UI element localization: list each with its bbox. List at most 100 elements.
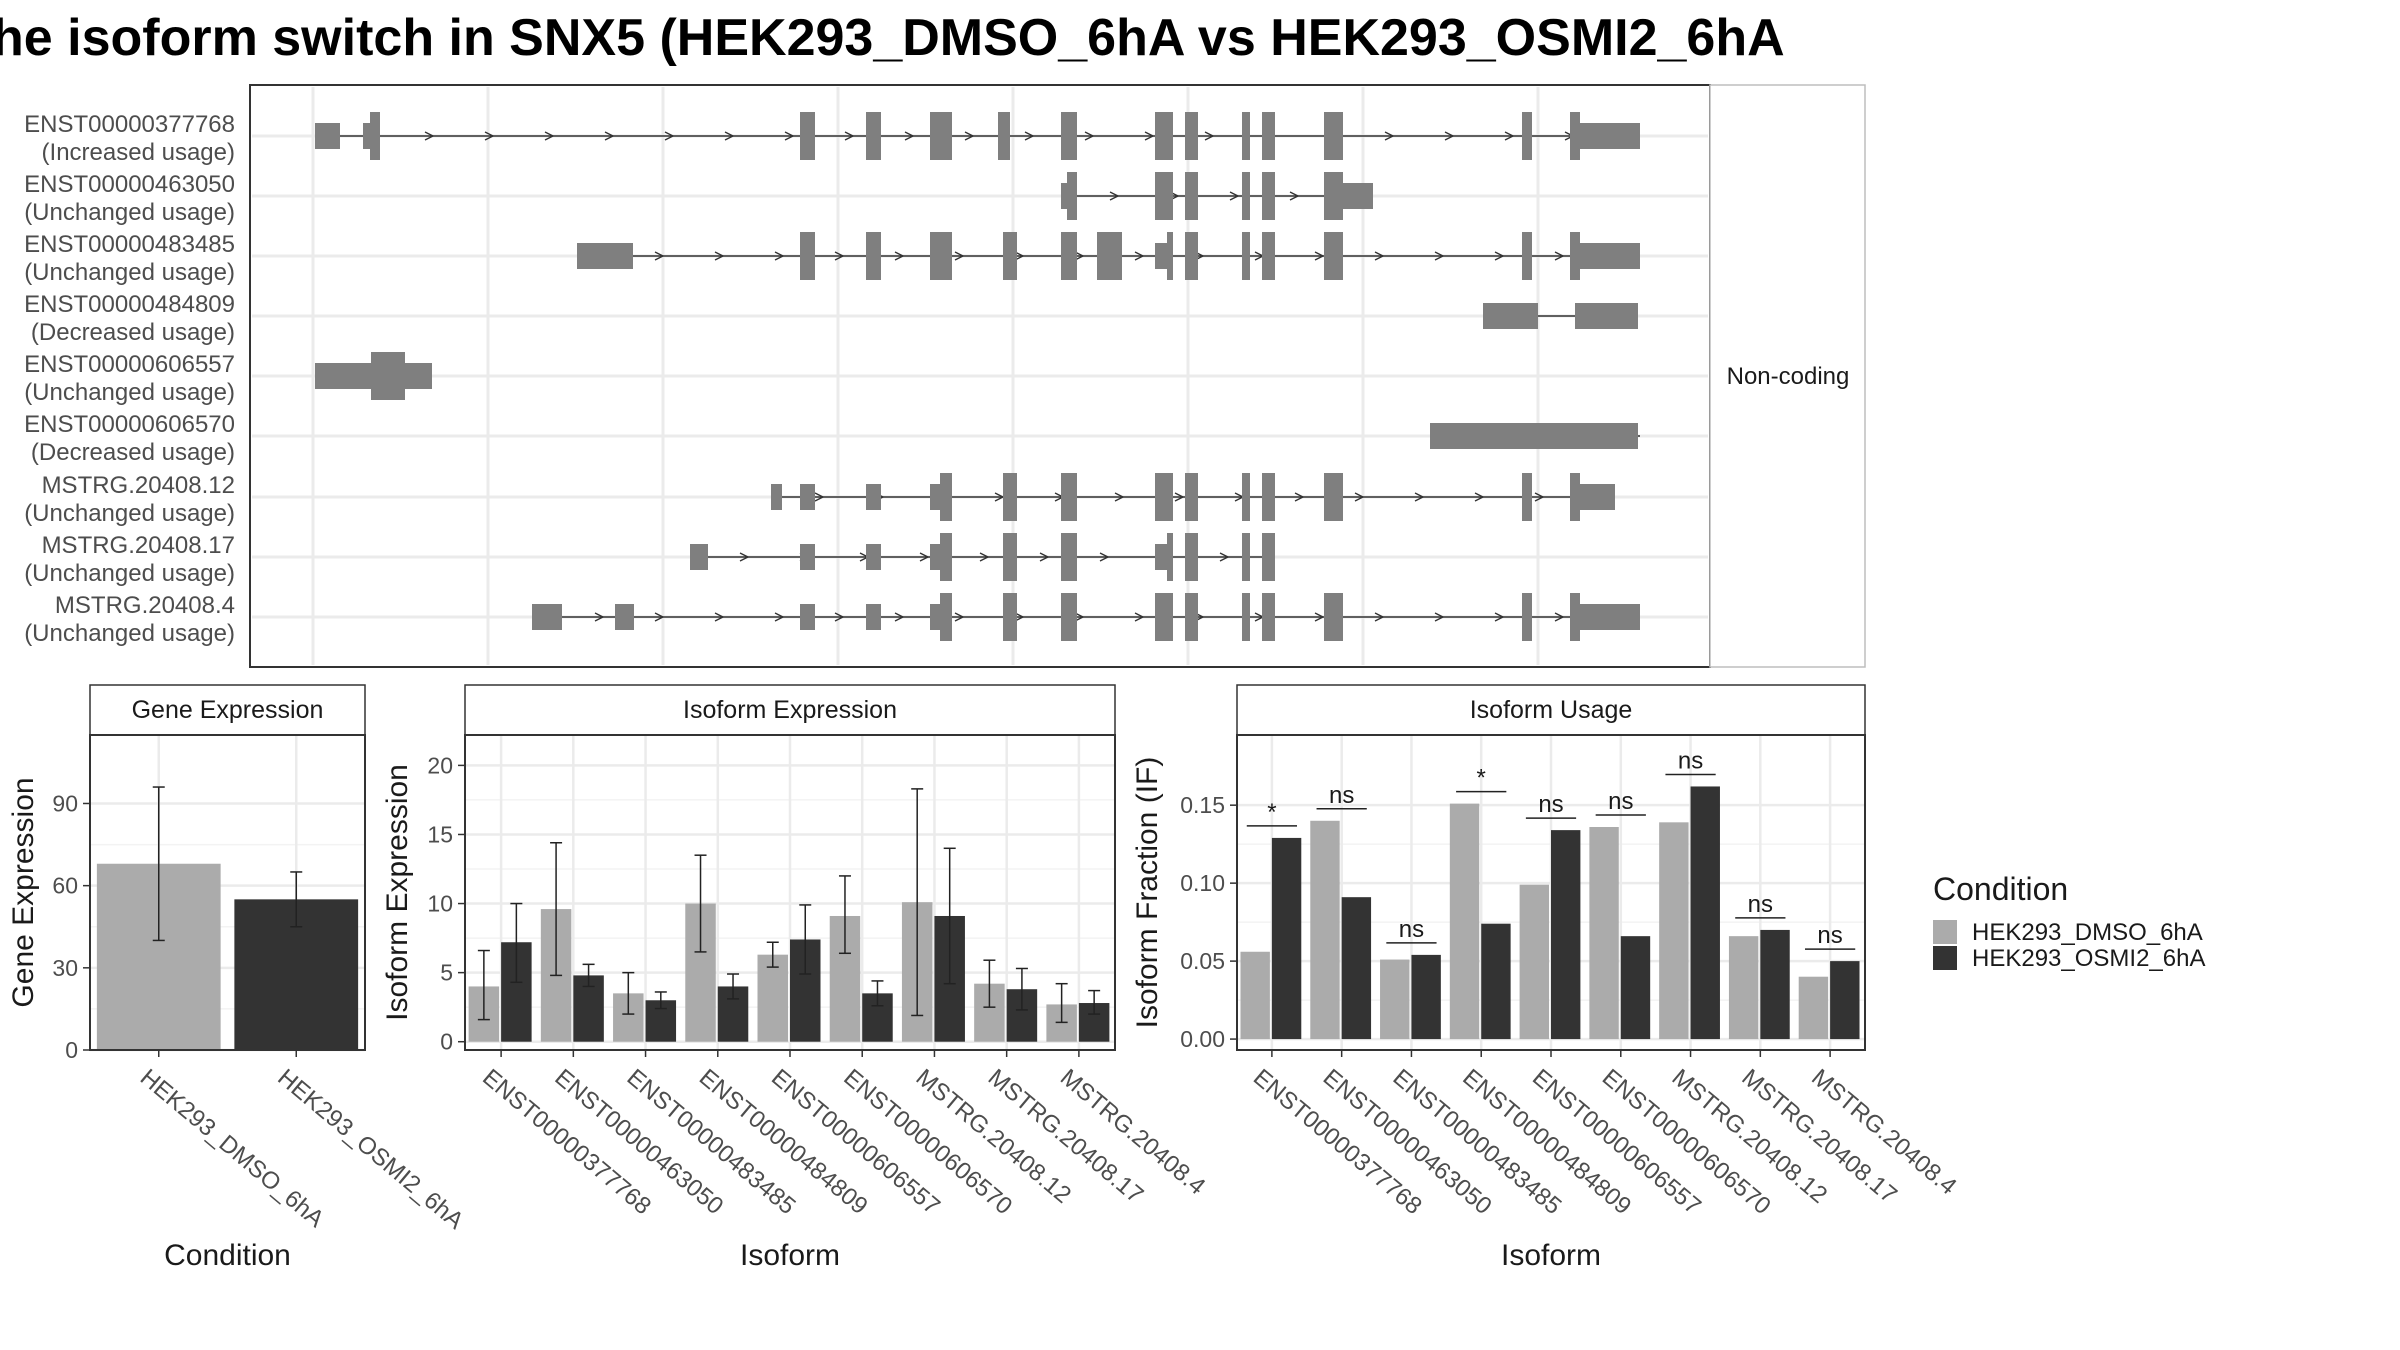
transcript-usage-label: (Unchanged usage) bbox=[24, 560, 235, 587]
legend-swatch bbox=[1933, 920, 1957, 944]
error-bar bbox=[943, 847, 956, 985]
panel-strip-title: Isoform Usage bbox=[1470, 696, 1633, 724]
transcript-usage-label: (Unchanged usage) bbox=[24, 259, 235, 286]
exon bbox=[577, 243, 633, 269]
exon bbox=[1242, 473, 1250, 521]
error-bar bbox=[1015, 967, 1028, 1011]
exon bbox=[940, 473, 952, 521]
transcript-usage-label: (Unchanged usage) bbox=[24, 199, 235, 226]
transcript-MSTRG.20408.17 bbox=[690, 533, 1275, 581]
direction-arrow bbox=[1014, 612, 1025, 622]
transcript-id-label: ENST00000484809 bbox=[24, 291, 235, 318]
direction-arrow bbox=[1554, 251, 1565, 261]
panel-border bbox=[1236, 734, 1866, 1051]
transcript-id-label: ENST00000377768 bbox=[24, 111, 235, 138]
exon bbox=[1522, 232, 1532, 280]
error-bar bbox=[1088, 989, 1101, 1015]
error-bar bbox=[510, 902, 523, 984]
legend-swatch bbox=[1933, 946, 1957, 970]
direction-arrow bbox=[1174, 492, 1185, 502]
exon bbox=[1483, 303, 1538, 329]
direction-arrow bbox=[604, 131, 615, 141]
exon bbox=[615, 604, 634, 630]
direction-arrow bbox=[1384, 131, 1395, 141]
transcript-id-label: ENST00000606570 bbox=[24, 411, 235, 438]
facet-strip-label: Non-coding bbox=[1727, 363, 1850, 390]
transcript-id-label: ENST00000463050 bbox=[24, 171, 235, 198]
exon bbox=[930, 112, 952, 160]
direction-arrow bbox=[1134, 612, 1145, 622]
bar-MSTRG.20408.12-HEK293_OSMI2_6hA bbox=[1690, 786, 1720, 1040]
bar-MSTRG.20408.12-HEK293_DMSO_6hA bbox=[1659, 822, 1689, 1040]
y-tick-label: 0.15 bbox=[1180, 792, 1225, 818]
exon bbox=[371, 352, 405, 400]
direction-arrow bbox=[919, 552, 930, 562]
direction-arrow bbox=[774, 612, 785, 622]
exon bbox=[1262, 172, 1275, 220]
bar-ENST00000377768-HEK293_DMSO_6hA bbox=[1240, 951, 1270, 1040]
bar-MSTRG.20408.4-HEK293_OSMI2_6hA bbox=[1830, 961, 1860, 1040]
error-bar bbox=[983, 959, 996, 1008]
y-tick-label: 0 bbox=[440, 1029, 453, 1055]
direction-arrow bbox=[954, 251, 965, 261]
error-bar bbox=[550, 842, 563, 977]
direction-arrow bbox=[1294, 492, 1305, 502]
error-bar bbox=[654, 991, 667, 1010]
y-tick-label: 90 bbox=[52, 790, 78, 816]
direction-arrow bbox=[1434, 251, 1445, 261]
direction-arrow bbox=[979, 552, 990, 562]
exon bbox=[800, 544, 815, 570]
transcript-ENST00000606557 bbox=[315, 352, 432, 400]
direction-arrow bbox=[1494, 612, 1505, 622]
direction-arrow bbox=[834, 251, 845, 261]
direction-arrow bbox=[1219, 552, 1230, 562]
exon bbox=[940, 593, 952, 641]
direction-arrow bbox=[1024, 131, 1035, 141]
exon bbox=[1570, 232, 1580, 280]
legend-item-label: HEK293_OSMI2_6hA bbox=[1972, 945, 2205, 972]
bar-ENST00000606570-HEK293_DMSO_6hA bbox=[1589, 827, 1619, 1040]
direction-arrow bbox=[774, 251, 785, 261]
direction-arrow bbox=[714, 612, 725, 622]
direction-arrow bbox=[1504, 131, 1515, 141]
y-axis-title: Isoform Fraction (IF) bbox=[1131, 757, 1164, 1029]
direction-arrow bbox=[544, 131, 555, 141]
significance-label: ns bbox=[1538, 791, 1563, 818]
transcript-id-label: MSTRG.20408.17 bbox=[42, 532, 235, 559]
exon bbox=[1185, 473, 1198, 521]
significance-label: ns bbox=[1329, 782, 1354, 809]
exon bbox=[1003, 232, 1017, 280]
y-tick-label: 15 bbox=[427, 821, 453, 847]
exon bbox=[315, 123, 340, 149]
exon bbox=[866, 604, 881, 630]
exon bbox=[1155, 473, 1173, 521]
y-tick-label: 0.00 bbox=[1180, 1026, 1225, 1052]
transcript-MSTRG.20408.4 bbox=[532, 593, 1640, 641]
exon bbox=[1242, 232, 1250, 280]
exon bbox=[866, 484, 881, 510]
y-tick-label: 5 bbox=[440, 960, 453, 986]
exon bbox=[1061, 232, 1077, 280]
exon bbox=[1262, 112, 1275, 160]
exon bbox=[1067, 172, 1077, 220]
direction-arrow bbox=[1074, 251, 1085, 261]
x-axis-title: Isoform bbox=[1501, 1239, 1601, 1272]
significance-label: ns bbox=[1748, 891, 1773, 918]
transcript-MSTRG.20408.12 bbox=[771, 473, 1615, 521]
exon bbox=[998, 112, 1010, 160]
exon bbox=[1242, 172, 1250, 220]
exon bbox=[1155, 172, 1173, 220]
exon bbox=[1185, 593, 1198, 641]
exon bbox=[1262, 533, 1275, 581]
exon bbox=[1185, 112, 1198, 160]
direction-arrow bbox=[1354, 492, 1365, 502]
isoform-expression-panel: Isoform Expression05101520ENST0000037776… bbox=[381, 684, 1210, 1272]
bar-ENST00000483485-HEK293_OSMI2_6hA bbox=[1411, 954, 1441, 1040]
exon bbox=[1570, 112, 1580, 160]
direction-arrow bbox=[894, 612, 905, 622]
bar-ENST00000463050-HEK293_DMSO_6hA bbox=[1310, 820, 1340, 1040]
bar-ENST00000606557-HEK293_DMSO_6hA bbox=[757, 954, 788, 1042]
exon bbox=[1580, 123, 1640, 149]
significance-label: ns bbox=[1817, 922, 1842, 949]
exon bbox=[1061, 473, 1077, 521]
